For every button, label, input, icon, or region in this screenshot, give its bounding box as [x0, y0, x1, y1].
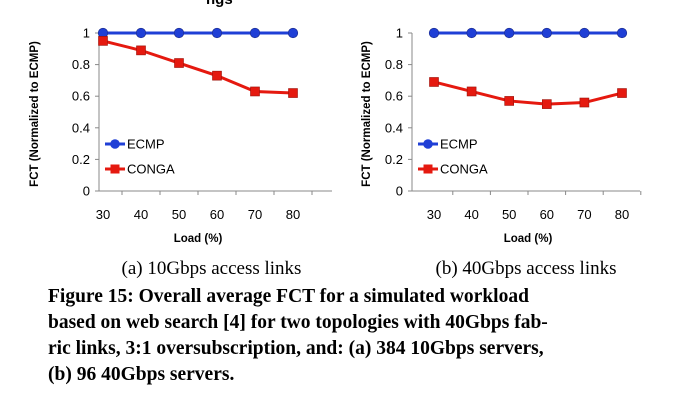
- series-conga: [98, 36, 298, 98]
- legend-item: CONGA: [418, 162, 488, 177]
- series-conga: [429, 77, 627, 109]
- data-point-conga: [579, 97, 590, 108]
- y-axis-title: FCT (Normalized to ECMP): [361, 41, 373, 187]
- chart-b: 0 0.2 0.4 0.6 0.8 1 30 40 50 60 70 80 Load (%) FCT (N…: [361, 26, 642, 279]
- legend-label: CONGA: [127, 162, 175, 177]
- legend-marker: [423, 164, 433, 174]
- series-ecmp: [428, 27, 628, 39]
- series-ecmp: [97, 27, 299, 39]
- legend-item: CONGA: [105, 162, 175, 177]
- top-cut-text: ngs: [206, 0, 233, 8]
- legend-label: ECMP: [440, 137, 478, 152]
- x-tick-label: 50: [172, 207, 186, 222]
- legend-label: ECMP: [127, 137, 165, 152]
- y-tick-label: 0: [396, 184, 403, 199]
- x-tick-label: 70: [248, 207, 262, 222]
- legend-marker: [110, 139, 120, 149]
- data-point-ecmp: [541, 27, 552, 39]
- x-tick-label: 40: [134, 207, 148, 222]
- y-tick-label: 1: [396, 26, 403, 41]
- y-axis-title: FCT (Normalized to ECMP): [29, 41, 41, 187]
- x-tick-label: 80: [615, 207, 629, 222]
- y-tick-label: 0.6: [72, 89, 90, 104]
- charts-svg: ngs 0 0.2 0.4 0.6 0.8 1 30 40 50 60 70 80 Load (%) FC…: [29, 0, 642, 279]
- data-point-conga: [466, 86, 477, 97]
- y-tick-label: 0.4: [72, 120, 90, 135]
- y-tick-label: 0.8: [72, 57, 90, 72]
- figure-caption: Figure 15: Overall average FCT for a sim…: [48, 284, 658, 388]
- x-axis-title: Load (%): [504, 233, 553, 245]
- legend-item: ECMP: [418, 137, 478, 152]
- data-point-conga: [98, 36, 108, 46]
- legend: ECMP CONGA: [418, 137, 488, 177]
- data-point-conga: [504, 96, 515, 106]
- data-point-ecmp: [579, 27, 590, 39]
- x-tick-label: 30: [427, 207, 441, 222]
- data-point-conga: [136, 45, 146, 56]
- caption-line: ric links, 3:1 oversubscription, and: (a…: [48, 338, 544, 359]
- data-point-ecmp: [287, 27, 299, 39]
- data-point-conga: [617, 88, 627, 98]
- legend-marker: [110, 164, 120, 174]
- x-tick-label: 30: [96, 207, 110, 222]
- y-tick-label: 0.2: [72, 152, 90, 167]
- data-point-ecmp: [249, 27, 261, 39]
- y-tick-label: 0.4: [385, 120, 403, 135]
- y-tick-label: 0: [83, 184, 90, 199]
- y-tick-label: 0.2: [385, 152, 403, 167]
- data-point-ecmp: [616, 27, 628, 39]
- data-point-ecmp: [504, 27, 515, 39]
- data-point-ecmp: [211, 27, 223, 39]
- subcaption: (a) 10Gbps access links: [122, 258, 302, 279]
- data-point-ecmp: [173, 27, 185, 39]
- x-tick-label: 70: [577, 207, 591, 222]
- data-point-conga: [541, 99, 552, 109]
- data-point-conga: [174, 58, 184, 68]
- legend-item: ECMP: [105, 137, 165, 152]
- caption-line: Figure 15: Overall average FCT for a sim…: [48, 286, 529, 307]
- caption-line: based on web search [4] for two topologi…: [48, 312, 548, 333]
- y-tick-label: 0.8: [385, 57, 403, 72]
- legend-label: CONGA: [440, 162, 488, 177]
- y-tick-label: 1: [83, 26, 90, 41]
- x-tick-label: 80: [286, 207, 300, 222]
- data-point-ecmp: [428, 27, 440, 39]
- y-tick-label: 0.6: [385, 89, 403, 104]
- legend: ECMP CONGA: [105, 137, 175, 177]
- data-point-conga: [250, 86, 260, 97]
- series-line-conga: [102, 39, 294, 95]
- caption-line: (b) 96 40Gbps servers.: [48, 364, 235, 385]
- subcaption: (b) 40Gbps access links: [436, 258, 617, 279]
- data-point-ecmp: [466, 27, 477, 39]
- chart-a: 0 0.2 0.4 0.6 0.8 1 30 40 50 60 70 80 Load (%) FCT (N…: [29, 26, 332, 279]
- x-tick-label: 60: [210, 207, 224, 222]
- x-tick-label: 40: [464, 207, 478, 222]
- data-point-conga: [288, 88, 298, 98]
- data-point-conga: [212, 70, 222, 81]
- legend-marker: [423, 139, 433, 149]
- x-tick-label: 50: [502, 207, 516, 222]
- x-axis-title: Load (%): [174, 233, 223, 245]
- data-point-ecmp: [135, 27, 147, 39]
- series-line-conga: [433, 80, 623, 106]
- data-point-conga: [429, 77, 439, 87]
- x-tick-label: 60: [540, 207, 554, 222]
